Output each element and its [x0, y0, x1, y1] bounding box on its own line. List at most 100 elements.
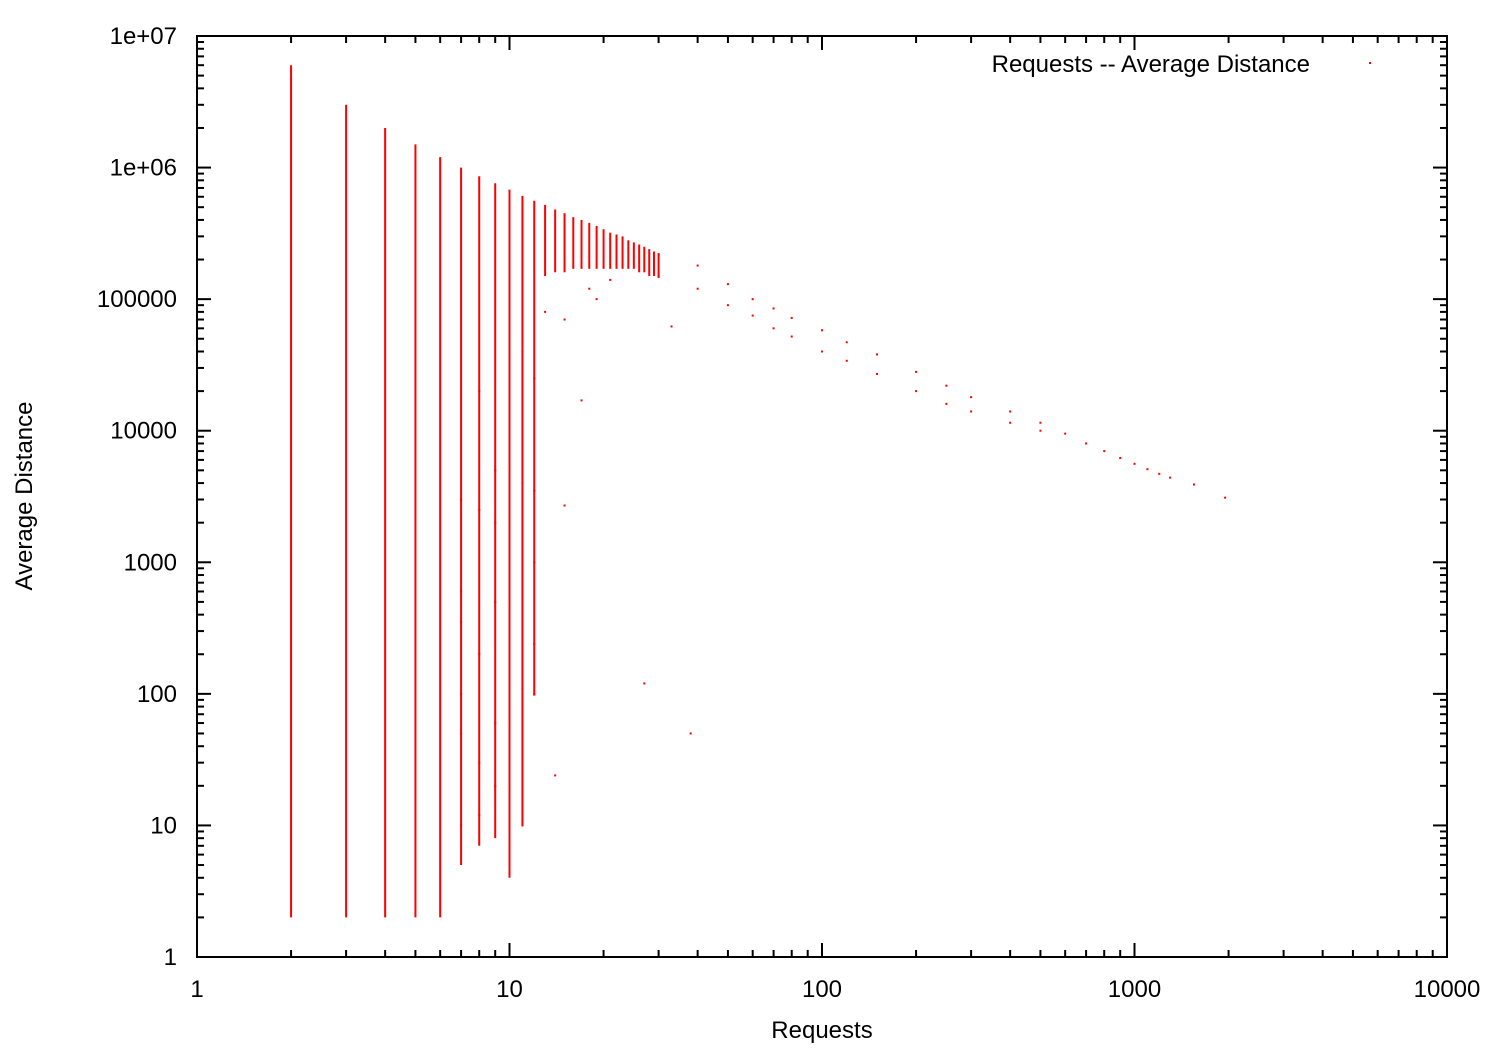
data-point — [544, 310, 547, 313]
data-point — [1085, 442, 1088, 445]
data-point — [751, 314, 754, 317]
y-tick-label: 1e+06 — [110, 155, 177, 182]
data-point — [521, 687, 524, 690]
legend: Requests -- Average Distance — [992, 51, 1371, 78]
y-tick-label: 100 — [137, 681, 177, 708]
y-tick-label: 100000 — [97, 286, 177, 313]
y-axis-title: Average Distance — [11, 402, 38, 591]
tick-marks — [196, 35, 1448, 958]
data-point — [563, 318, 566, 321]
data-point — [609, 278, 612, 281]
data-point — [643, 682, 646, 685]
data-point — [508, 761, 511, 764]
data-point — [1224, 496, 1227, 499]
data-point — [1158, 472, 1161, 475]
data-point — [494, 784, 497, 787]
data-point — [460, 692, 463, 695]
data-point — [1119, 457, 1122, 460]
data-point — [580, 399, 583, 402]
data-point — [1192, 483, 1195, 486]
data-point — [970, 410, 973, 413]
data-point — [790, 316, 793, 319]
legend-label: Requests -- Average Distance — [992, 51, 1310, 78]
data-point — [945, 402, 948, 405]
data-point — [533, 692, 536, 695]
data-point — [508, 366, 511, 369]
y-tick-label: 1 — [164, 944, 177, 971]
data-point — [876, 372, 879, 375]
data-point — [876, 353, 879, 356]
x-tick-label: 10000 — [1414, 976, 1481, 1003]
data-point — [915, 370, 918, 373]
data-point — [1009, 410, 1012, 413]
data-point — [772, 327, 775, 330]
data-point — [460, 498, 463, 501]
y-tick-label: 10000 — [110, 418, 177, 445]
x-axis-title: Requests — [771, 1017, 872, 1044]
data-point — [726, 304, 729, 307]
data-point — [670, 325, 673, 328]
data-point — [494, 521, 497, 524]
data-point — [689, 732, 692, 735]
data-point — [1039, 429, 1042, 432]
data-point — [588, 287, 591, 290]
x-tick-label: 10 — [496, 976, 523, 1003]
data-point — [696, 287, 699, 290]
series-layer — [290, 65, 1227, 918]
x-tick-label: 1000 — [1108, 976, 1161, 1003]
data-point — [1133, 462, 1136, 465]
data-point — [657, 253, 660, 256]
data-point — [970, 396, 973, 399]
data-point — [821, 350, 823, 353]
data-point — [821, 329, 823, 332]
data-point — [696, 264, 699, 267]
data-point — [1064, 432, 1067, 435]
data-point — [1146, 468, 1149, 471]
data-point — [478, 508, 481, 511]
data-point — [945, 384, 948, 387]
data-point — [915, 390, 918, 393]
data-point — [772, 307, 775, 310]
data-point — [595, 298, 598, 301]
data-point — [460, 621, 463, 624]
y-tick-label: 1000 — [124, 549, 177, 576]
data-point — [533, 561, 536, 564]
data-point — [1103, 450, 1106, 453]
x-tick-labels: 1 10 100 1000 10000 — [190, 976, 1480, 1003]
data-point — [478, 390, 481, 393]
data-point — [657, 274, 660, 277]
data-point — [521, 482, 524, 485]
data-point — [460, 732, 463, 735]
data-point — [845, 341, 848, 344]
data-point — [460, 590, 463, 593]
x-tick-label: 1 — [190, 976, 203, 1003]
data-point — [508, 574, 511, 577]
data-point — [845, 359, 848, 362]
data-point — [751, 298, 754, 301]
y-tick-label: 10 — [150, 812, 177, 839]
data-point — [533, 377, 536, 380]
y-tick-labels: 1 10 100 1000 10000 100000 1e+06 1e+07 — [97, 23, 177, 971]
data-point — [563, 504, 566, 507]
data-point — [554, 774, 557, 777]
legend-marker — [1369, 62, 1371, 64]
data-point — [508, 692, 511, 695]
data-point — [790, 335, 793, 338]
data-point — [726, 283, 729, 286]
data-point — [460, 824, 463, 827]
data-point — [478, 653, 481, 656]
data-point — [533, 489, 536, 492]
data-point — [478, 814, 481, 817]
data-point — [533, 642, 536, 645]
data-point — [494, 722, 497, 725]
data-point — [521, 350, 524, 353]
data-point — [478, 761, 481, 764]
data-point — [1039, 421, 1042, 424]
data-point — [494, 600, 497, 603]
x-tick-label: 100 — [802, 976, 842, 1003]
data-point — [494, 469, 497, 472]
data-point — [1009, 421, 1012, 424]
data-point — [521, 824, 524, 827]
y-tick-label: 1e+07 — [110, 23, 177, 50]
